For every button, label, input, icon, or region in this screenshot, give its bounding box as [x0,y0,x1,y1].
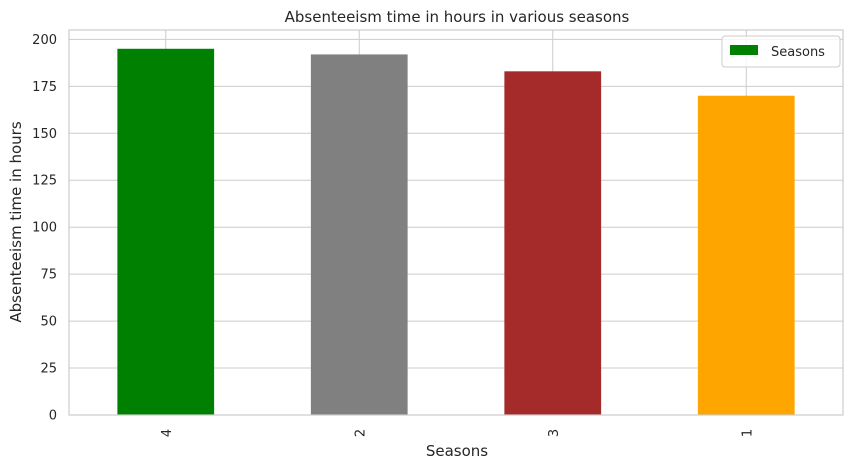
x-tick-label: 3 [547,429,562,437]
y-tick-label: 100 [32,221,57,236]
x-tick-label: 2 [353,429,368,437]
legend-label: Seasons [771,45,825,60]
y-tick-label: 200 [32,33,57,48]
y-tick-label: 25 [40,362,57,377]
y-axis-label: Absenteeism time in hours [7,121,25,322]
x-tick-label: 1 [740,429,755,437]
bar-3 [504,71,602,415]
chart-title: Absenteeism time in hours in various sea… [285,8,630,26]
legend-box [721,35,841,68]
y-tick-label: 0 [49,409,57,424]
bars [117,48,795,416]
y-axis-ticks: 0 25 50 75 100 125 150 175 200 [32,33,57,424]
y-tick-label: 175 [32,80,57,95]
x-tick-label: 4 [160,429,175,437]
y-tick-label: 125 [32,174,57,189]
x-axis-label: Seasons [426,442,488,460]
bar-4 [117,48,215,415]
y-tick-label: 75 [40,268,57,283]
y-tick-label: 50 [40,315,57,330]
y-tick-label: 150 [32,127,57,142]
bar-2 [310,54,408,415]
bar-1 [697,95,795,416]
x-axis-ticks: 4 2 3 1 [160,429,756,437]
legend: Seasons [721,35,841,68]
legend-swatch [730,45,758,55]
plot-frame [68,29,844,416]
